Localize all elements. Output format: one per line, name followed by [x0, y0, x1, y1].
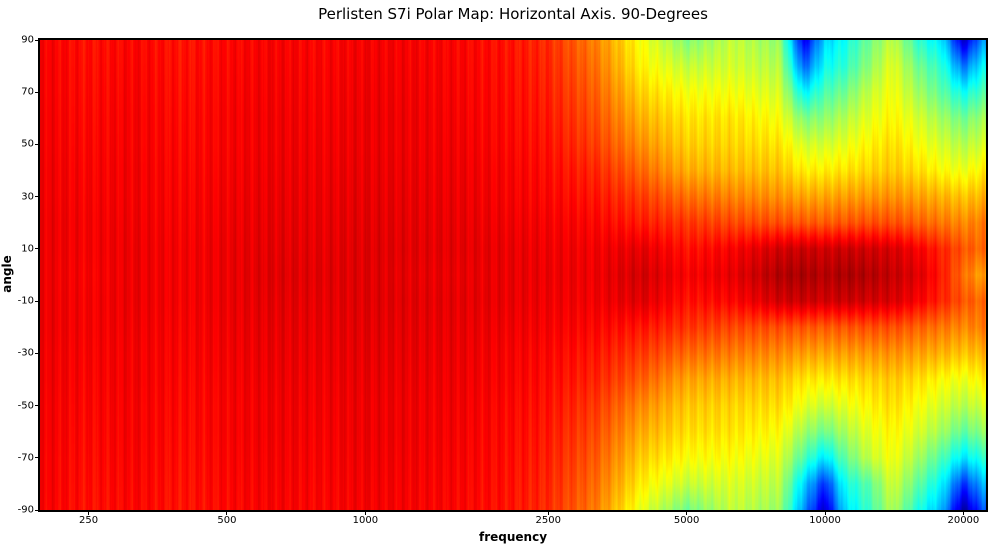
y-tick-mark — [35, 509, 38, 511]
x-tick-label: 5000 — [673, 515, 700, 526]
x-tick-mark — [547, 512, 549, 515]
y-tick-label: -50 — [17, 400, 34, 412]
y-tick-label: 10 — [21, 243, 34, 255]
y-tick-mark — [35, 300, 38, 302]
y-tick-mark — [35, 91, 38, 93]
y-tick-label: -30 — [17, 347, 34, 359]
x-tick-mark — [226, 512, 228, 515]
y-tick-label: -70 — [17, 452, 34, 464]
y-tick-label: -90 — [17, 504, 34, 516]
x-tick-mark — [364, 512, 366, 515]
x-tick-mark — [962, 512, 964, 515]
y-tick-label: -10 — [17, 295, 34, 307]
x-tick-label: 500 — [217, 515, 237, 526]
y-tick-mark — [35, 196, 38, 198]
y-tick-mark — [35, 457, 38, 459]
y-tick-label: 90 — [21, 34, 34, 46]
x-tick-label: 2500 — [535, 515, 561, 526]
y-tick-mark — [35, 39, 38, 41]
y-tick-mark — [35, 248, 38, 250]
x-tick-label: 1000 — [352, 515, 379, 526]
x-tick-mark — [88, 512, 90, 515]
y-axis-title: angle — [0, 255, 14, 293]
y-tick-mark — [35, 143, 38, 145]
y-tick-mark — [35, 352, 38, 354]
y-tick-label: 50 — [21, 138, 34, 150]
x-axis-title: frequency — [478, 530, 548, 544]
x-tick-label: 10000 — [809, 515, 841, 526]
x-tick-mark — [824, 512, 826, 515]
y-tick-label: 30 — [21, 191, 34, 203]
x-tick-label: 250 — [79, 515, 99, 526]
plot-frame — [38, 38, 988, 512]
y-tick-mark — [35, 405, 38, 407]
y-tick-label: 70 — [21, 86, 34, 98]
x-tick-label: 20000 — [947, 515, 980, 526]
polar-map-heatmap — [40, 40, 986, 510]
chart-title: Perlisten S7i Polar Map: Horizontal Axis… — [318, 5, 708, 23]
x-tick-mark — [686, 512, 688, 515]
